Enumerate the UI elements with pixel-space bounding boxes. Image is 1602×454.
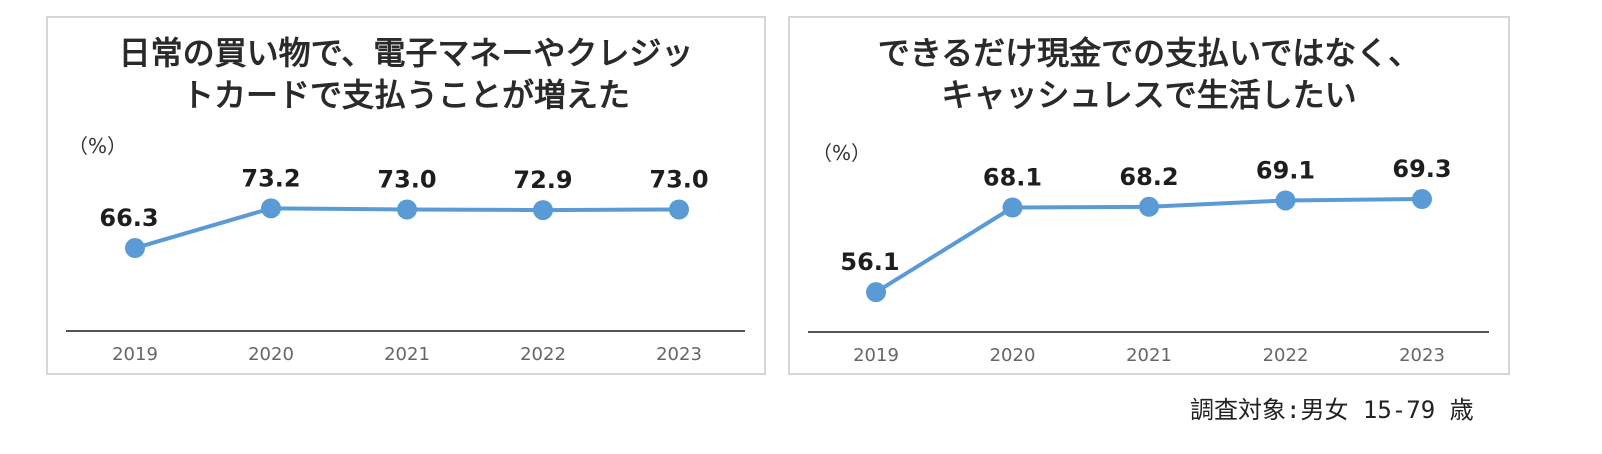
x-tick-label: 2019 bbox=[853, 345, 899, 366]
chart-title: できるだけ現金での支払いではなく、 キャッシュレスで生活したい bbox=[790, 32, 1508, 116]
x-tick-label: 2020 bbox=[990, 345, 1036, 366]
data-label: 56.1 bbox=[840, 248, 899, 276]
data-point bbox=[125, 238, 145, 259]
data-label: 68.2 bbox=[1119, 163, 1178, 191]
chart-title-line-1: できるだけ現金での支払いではなく、 bbox=[877, 34, 1421, 72]
data-label: 66.3 bbox=[99, 204, 158, 232]
chart-panel-1: 日常の買い物で、電子マネーやクレジッ トカードで支払うことが増えた （%） 66.… bbox=[46, 16, 766, 375]
x-tick-label: 2021 bbox=[384, 344, 430, 365]
data-label: 73.0 bbox=[649, 166, 708, 194]
data-point bbox=[1002, 197, 1023, 218]
data-point bbox=[866, 282, 886, 303]
data-label: 69.1 bbox=[1256, 156, 1315, 184]
data-point bbox=[261, 198, 281, 219]
data-point bbox=[1139, 196, 1159, 217]
unit-label: （%） bbox=[68, 134, 127, 158]
chart-title: 日常の買い物で、電子マネーやクレジッ トカードで支払うことが増えた bbox=[48, 32, 764, 116]
x-tick-label: 2022 bbox=[1263, 345, 1309, 366]
data-label: 68.1 bbox=[983, 164, 1042, 192]
data-label: 72.9 bbox=[513, 166, 572, 194]
data-point bbox=[1275, 190, 1296, 211]
chart-title-line-1: 日常の買い物で、電子マネーやクレジッ bbox=[118, 34, 694, 72]
data-label: 69.3 bbox=[1392, 155, 1451, 183]
data-point bbox=[533, 200, 553, 221]
x-tick-label: 2023 bbox=[656, 344, 702, 365]
x-tick-label: 2020 bbox=[248, 344, 294, 365]
line-chart: （%） 66.3 2019 73.2 2020 73.0 2021 72.9 2022 73.0 2… bbox=[66, 134, 745, 365]
survey-footnote: 調査対象:男女 15-79 歳 bbox=[1190, 396, 1474, 424]
x-tick-label: 2022 bbox=[520, 344, 566, 365]
data-point bbox=[397, 199, 417, 220]
x-tick-label: 2021 bbox=[1126, 345, 1172, 366]
chart-panel-2: できるだけ現金での支払いではなく、 キャッシュレスで生活したい （%） 56.1 2… bbox=[788, 16, 1510, 375]
x-tick-label: 2023 bbox=[1399, 345, 1445, 366]
data-point bbox=[1412, 189, 1432, 210]
data-label: 73.2 bbox=[241, 164, 300, 192]
data-label: 73.0 bbox=[377, 166, 436, 194]
chart-title-line-2: キャッシュレスで生活したい bbox=[941, 76, 1357, 114]
chart-title-line-2: トカードで支払うことが増えた bbox=[181, 76, 630, 114]
x-tick-label: 2019 bbox=[112, 344, 158, 365]
unit-label: （%） bbox=[812, 141, 871, 165]
data-point bbox=[669, 199, 689, 220]
line-chart: （%） 56.1 2019 68.1 2020 68.2 2021 69.1 2022 69.3 2… bbox=[808, 141, 1489, 366]
